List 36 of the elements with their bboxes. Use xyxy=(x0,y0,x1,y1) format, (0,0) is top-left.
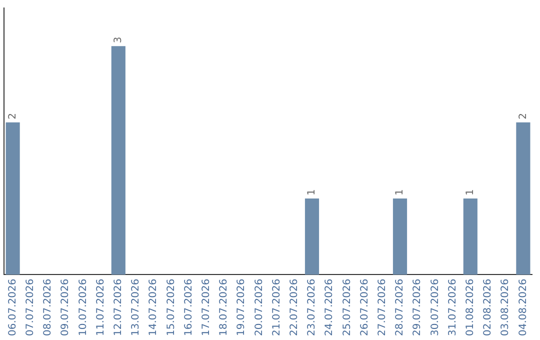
x-tick-label: 25.07.2026 xyxy=(342,278,353,336)
x-tick-label: 07.07.2026 xyxy=(24,278,36,336)
x-tick-label: 06.07.2026 xyxy=(7,278,18,336)
x-tick-label: 11.07.2026 xyxy=(95,278,106,336)
x-tick-label: 16.07.2026 xyxy=(183,278,194,336)
x-tick-label: 28.07.2026 xyxy=(394,278,406,336)
x-tick-label: 18.07.2026 xyxy=(218,278,230,336)
x-tick-label: 13.07.2026 xyxy=(130,278,142,336)
data-label: 2 xyxy=(518,112,529,120)
x-tick-label: 14.07.2026 xyxy=(148,278,160,336)
x-tick-label: 10.07.2026 xyxy=(78,278,89,336)
data-label: 1 xyxy=(306,189,318,196)
x-tick-label: 03.08.2026 xyxy=(500,278,512,336)
x-tick-label: 23.07.2026 xyxy=(306,278,318,336)
x-tick-label: 26.07.2026 xyxy=(359,278,370,336)
data-label: 3 xyxy=(112,36,124,44)
x-tick-label: 04.08.2026 xyxy=(518,278,529,336)
data-label: 2 xyxy=(7,112,18,120)
data-label: 1 xyxy=(394,189,406,196)
x-tick-label: 22.07.2026 xyxy=(288,278,300,336)
x-tick-label: 09.07.2026 xyxy=(60,278,72,336)
x-tick-label: 31.07.2026 xyxy=(447,278,458,336)
x-tick-label: 30.07.2026 xyxy=(430,278,441,336)
x-tick-label: 17.07.2026 xyxy=(200,278,212,336)
x-tick-label: 21.07.2026 xyxy=(271,278,282,336)
x-tick-label: 24.07.2026 xyxy=(324,278,336,336)
x-tick-label: 01.08.2026 xyxy=(464,278,476,336)
x-tick-label: 02.08.2026 xyxy=(482,278,494,336)
data-label: 1 xyxy=(464,189,476,196)
x-tick-label: 20.07.2026 xyxy=(254,278,265,336)
x-tick-label: 15.07.2026 xyxy=(166,278,177,336)
x-tick-label: 29.07.2026 xyxy=(412,278,424,336)
x-tick-label: 27.07.2026 xyxy=(376,278,388,336)
x-tick-label: 12.07.2026 xyxy=(112,278,124,336)
x-tick-label: 19.07.2026 xyxy=(236,278,248,336)
x-tick-label: 08.07.2026 xyxy=(42,278,54,336)
